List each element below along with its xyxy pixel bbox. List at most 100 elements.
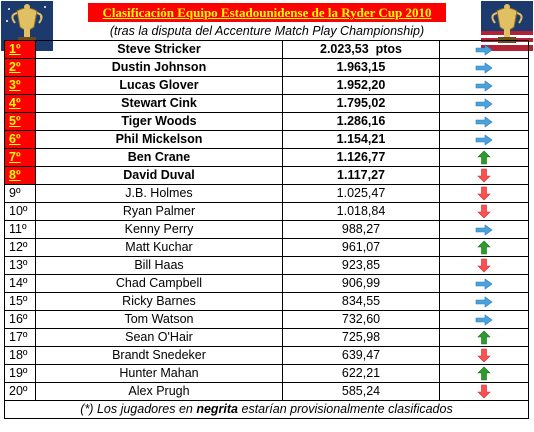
rank-position: 8º [4, 166, 36, 185]
trend-cell [439, 292, 529, 311]
footnote-row: (*) Los jugadores en negrita estarían pr… [4, 400, 529, 419]
up-arrow-icon [477, 240, 491, 255]
player-points: 961,07 [282, 238, 440, 257]
player-name: Steve Stricker [35, 40, 283, 59]
player-name: Ryan Palmer [35, 202, 283, 221]
trend-cell [439, 274, 529, 293]
player-name: Lucas Glover [35, 76, 283, 95]
right-arrow-icon [475, 78, 493, 92]
player-name: Bill Haas [35, 256, 283, 275]
rank-position: 2º [4, 58, 36, 77]
table-row: 11º Kenny Perry 988,27 [4, 220, 529, 239]
player-points: 988,27 [282, 220, 440, 239]
player-name: Dustin Johnson [35, 58, 283, 77]
down-arrow-icon [477, 384, 491, 399]
player-points: 1.795,02 [282, 94, 440, 113]
table-row: 19º Hunter Mahan 622,21 [4, 364, 529, 383]
trend-cell [439, 166, 529, 185]
table-row: 15º Ricky Barnes 834,55 [4, 292, 529, 311]
player-points: 622,21 [282, 364, 440, 383]
rank-position: 6º [4, 130, 36, 149]
player-points: 1.117,27 [282, 166, 440, 185]
player-name: Hunter Mahan [35, 364, 283, 383]
rank-position: 13º [4, 256, 36, 275]
trend-cell [439, 256, 529, 275]
footnote-before: (*) Los jugadores en [80, 402, 197, 416]
player-name: Alex Prugh [35, 382, 283, 401]
trend-cell [439, 112, 529, 131]
ranking-table: 1º Steve Stricker 2.023,53 ptos 2º Dustin Jo… [4, 40, 529, 419]
trend-cell [439, 238, 529, 257]
rank-position: 20º [4, 382, 36, 401]
rank-position: 10º [4, 202, 36, 221]
table-row: 1º Steve Stricker 2.023,53 ptos [4, 40, 529, 59]
right-arrow-icon [475, 222, 493, 236]
right-arrow-icon [475, 114, 493, 128]
rank-position: 9º [4, 184, 36, 203]
player-points: 1.018,84 [282, 202, 440, 221]
rank-position: 4º [4, 94, 36, 113]
footnote-after: estarían provisionalmente clasificados [238, 402, 453, 416]
player-name: Phil Mickelson [35, 130, 283, 149]
player-points: 1.154,21 [282, 130, 440, 149]
right-arrow-icon [475, 42, 493, 56]
player-points: 923,85 [282, 256, 440, 275]
trend-cell [439, 382, 529, 401]
trend-cell [439, 364, 529, 383]
trend-cell [439, 310, 529, 329]
rank-position: 3º [4, 76, 36, 95]
player-name: Chad Campbell [35, 274, 283, 293]
down-arrow-icon [477, 204, 491, 219]
player-points: 834,55 [282, 292, 440, 311]
rank-position: 1º [4, 40, 36, 59]
player-name: Ricky Barnes [35, 292, 283, 311]
player-points: 585,24 [282, 382, 440, 401]
player-name: Kenny Perry [35, 220, 283, 239]
player-name: Matt Kuchar [35, 238, 283, 257]
player-name: Stewart Cink [35, 94, 283, 113]
table-row: 8º David Duval 1.117,27 [4, 166, 529, 185]
table-row: 18º Brandt Snedeker 639,47 [4, 346, 529, 365]
table-row: 9º J.B. Holmes 1.025,47 [4, 184, 529, 203]
player-points: 639,47 [282, 346, 440, 365]
right-arrow-icon [475, 96, 493, 110]
trend-cell [439, 184, 529, 203]
table-row: 20º Alex Prugh 585,24 [4, 382, 529, 401]
trend-cell [439, 346, 529, 365]
player-points: 1.126,77 [282, 148, 440, 167]
player-name: Ben Crane [35, 148, 283, 167]
rank-position: 17º [4, 328, 36, 347]
down-arrow-icon [477, 168, 491, 183]
page-subtitle: (tras la disputa del Accenture Match Pla… [109, 24, 425, 38]
player-name: David Duval [35, 166, 283, 185]
trend-cell [439, 148, 529, 167]
table-row: 13º Bill Haas 923,85 [4, 256, 529, 275]
rank-position: 7º [4, 148, 36, 167]
rank-position: 15º [4, 292, 36, 311]
right-arrow-icon [475, 132, 493, 146]
player-points: 1.025,47 [282, 184, 440, 203]
table-row: 2º Dustin Johnson 1.963,15 [4, 58, 529, 77]
up-arrow-icon [477, 150, 491, 165]
right-arrow-icon [475, 60, 493, 74]
page-title: Clasificación Equipo Estadounidense de l… [88, 3, 446, 22]
table-row: 4º Stewart Cink 1.795,02 [4, 94, 529, 113]
table-row: 14º Chad Campbell 906,99 [4, 274, 529, 293]
player-name: Sean O'Hair [35, 328, 283, 347]
table-row: 3º Lucas Glover 1.952,20 [4, 76, 529, 95]
down-arrow-icon [477, 348, 491, 363]
player-name: Tiger Woods [35, 112, 283, 131]
trend-cell [439, 94, 529, 113]
rank-position: 11º [4, 220, 36, 239]
up-arrow-icon [477, 330, 491, 345]
footnote-bold-word: negrita [196, 402, 239, 416]
player-name: Tom Watson [35, 310, 283, 329]
trend-cell [439, 130, 529, 149]
rank-position: 16º [4, 310, 36, 329]
trend-cell [439, 40, 529, 59]
trend-cell [439, 328, 529, 347]
rank-position: 12º [4, 238, 36, 257]
table-row: 7º Ben Crane 1.126,77 [4, 148, 529, 167]
trend-cell [439, 202, 529, 221]
